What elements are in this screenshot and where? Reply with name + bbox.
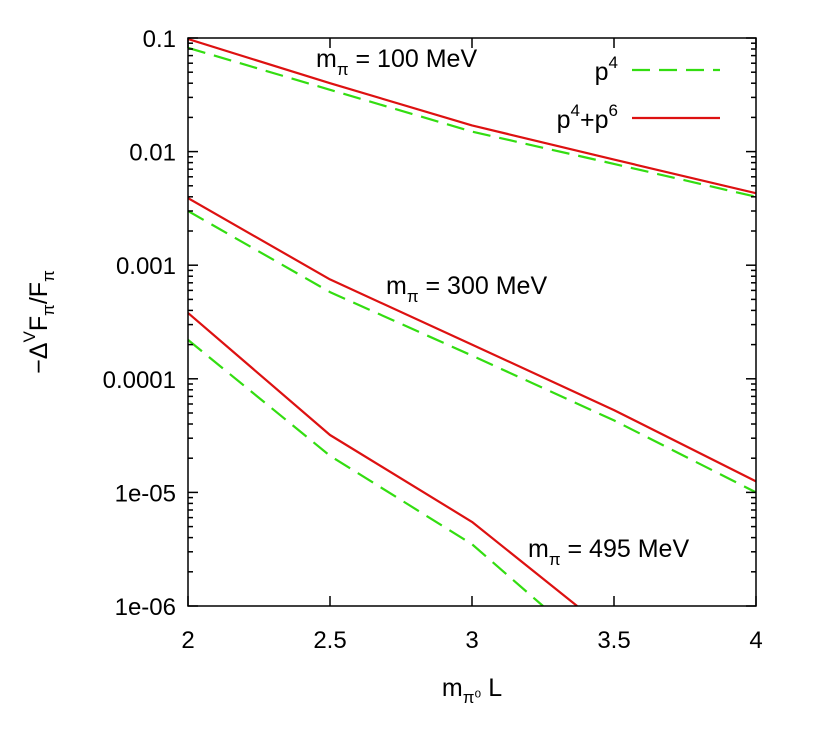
- y-tick-label-5: 0.1: [143, 26, 176, 53]
- annotation-300mev: mπ = 300 MeV: [386, 272, 547, 306]
- series-line-300mev-p4-p6: [188, 197, 756, 483]
- series-line-495mev-p4: [188, 339, 544, 606]
- y-tick-label-0: 1e-06: [115, 594, 176, 621]
- x-tick-label-0: 2: [181, 627, 194, 654]
- x-tick-label-4: 4: [749, 627, 762, 654]
- x-tick-label-3: 3.5: [597, 627, 630, 654]
- x-axis-title: mπ⁰ L: [442, 674, 502, 707]
- series-line-100mev-p4-p6: [188, 38, 756, 195]
- annotation-495mev: mπ = 495 MeV: [528, 535, 689, 569]
- y-axis-title: −ΔVFπ/Fπ: [20, 270, 58, 374]
- series-line-300mev-p4: [188, 210, 756, 494]
- series-line-100mev-p4: [188, 46, 756, 198]
- y-tick-label-2: 0.0001: [103, 367, 176, 394]
- series-line-495mev-p4-p6: [188, 312, 578, 606]
- legend-label-p4-p6: p4+p6: [557, 101, 618, 134]
- x-tick-label-2: 3: [465, 627, 478, 654]
- y-tick-label-4: 0.01: [129, 140, 176, 167]
- x-tick-labels: 2 2.5 3 3.5 4: [181, 627, 762, 654]
- legend-label-p4: p4: [595, 53, 618, 86]
- annotation-100mev: mπ = 100 MeV: [316, 45, 477, 79]
- y-tick-label-1: 1e-05: [115, 480, 176, 507]
- y-tick-label-3: 0.001: [116, 253, 176, 280]
- legend: p4 p4+p6: [557, 53, 720, 134]
- series-layer: [188, 38, 756, 606]
- y-tick-labels: 1e-06 1e-05 0.0001 0.001 0.01 0.1: [103, 26, 176, 621]
- x-tick-label-1: 2.5: [313, 627, 346, 654]
- ticks-layer: [187, 37, 757, 607]
